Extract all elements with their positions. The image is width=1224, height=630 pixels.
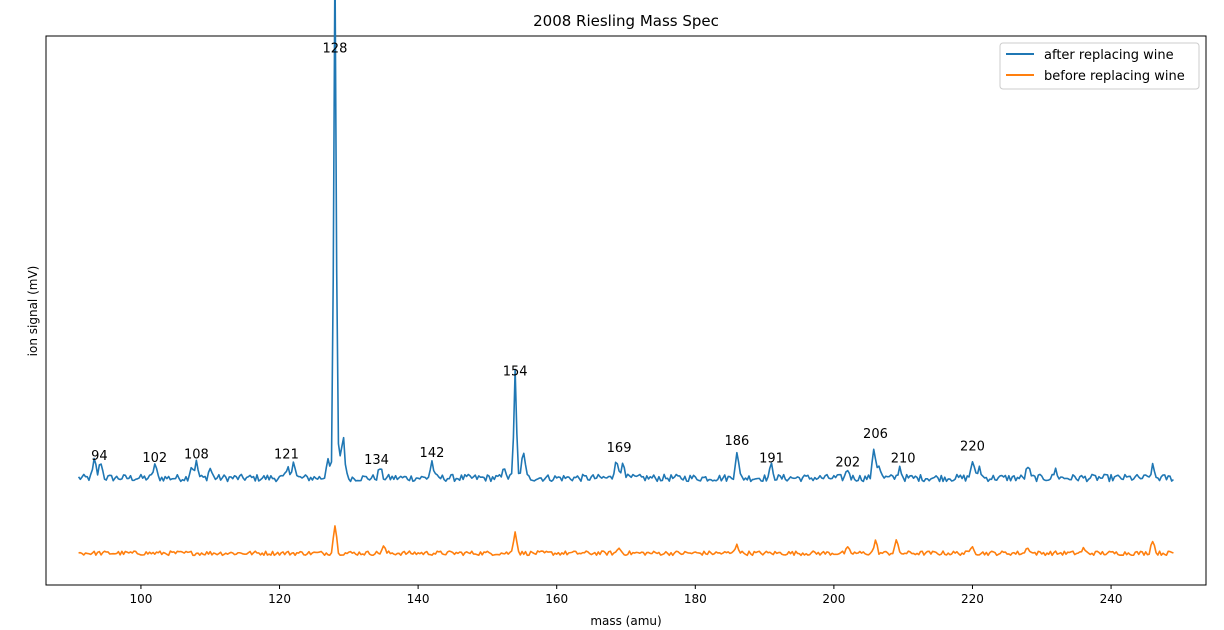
plot-frame (45, 35, 1207, 586)
peak-label: 121 (274, 448, 299, 463)
peak-label: 134 (364, 453, 389, 468)
peak-label: 94 (91, 449, 108, 464)
legend-label: before replacing wine (1044, 69, 1185, 84)
peak-label: 108 (184, 448, 209, 463)
series-layer (77, 0, 1174, 557)
x-tick-label: 240 (1100, 592, 1123, 606)
x-axis: 100 120 140 160 180 200 220 240 (129, 585, 1123, 606)
x-tick-label: 120 (268, 592, 291, 606)
x-axis-label: mass (amu) (590, 614, 661, 628)
peak-label: 206 (863, 427, 888, 442)
peak-label: 191 (759, 452, 784, 467)
peak-label: 102 (142, 451, 167, 466)
series-line-1 (77, 0, 1174, 483)
y-axis-label: ion signal (mV) (26, 266, 40, 357)
plot-area (45, 35, 1207, 586)
chart-title: 2008 Riesling Mass Spec (533, 12, 719, 30)
peak-label: 128 (323, 41, 348, 56)
x-tick-label: 220 (961, 592, 984, 606)
x-tick-label: 160 (545, 592, 568, 606)
annotation-layer: 94 102 108 121 128 134 142 154 169 186 191 20220621… (91, 41, 985, 470)
peak-label: 154 (503, 364, 528, 379)
peak-label: 220 (960, 439, 985, 454)
legend-label: after replacing wine (1044, 48, 1174, 63)
peak-label: 210 (891, 452, 916, 467)
legend: after replacing wine before replacing win… (999, 42, 1200, 90)
x-tick-label: 100 (129, 592, 152, 606)
series-line-2 (78, 525, 1174, 557)
peak-label: 202 (835, 455, 860, 470)
x-tick-label: 180 (684, 592, 707, 606)
peak-label: 142 (420, 446, 445, 461)
legend-box (999, 42, 1200, 90)
x-tick-label: 200 (822, 592, 845, 606)
x-tick-label: 140 (407, 592, 430, 606)
peak-label: 186 (724, 434, 749, 449)
peak-label: 169 (607, 441, 632, 456)
